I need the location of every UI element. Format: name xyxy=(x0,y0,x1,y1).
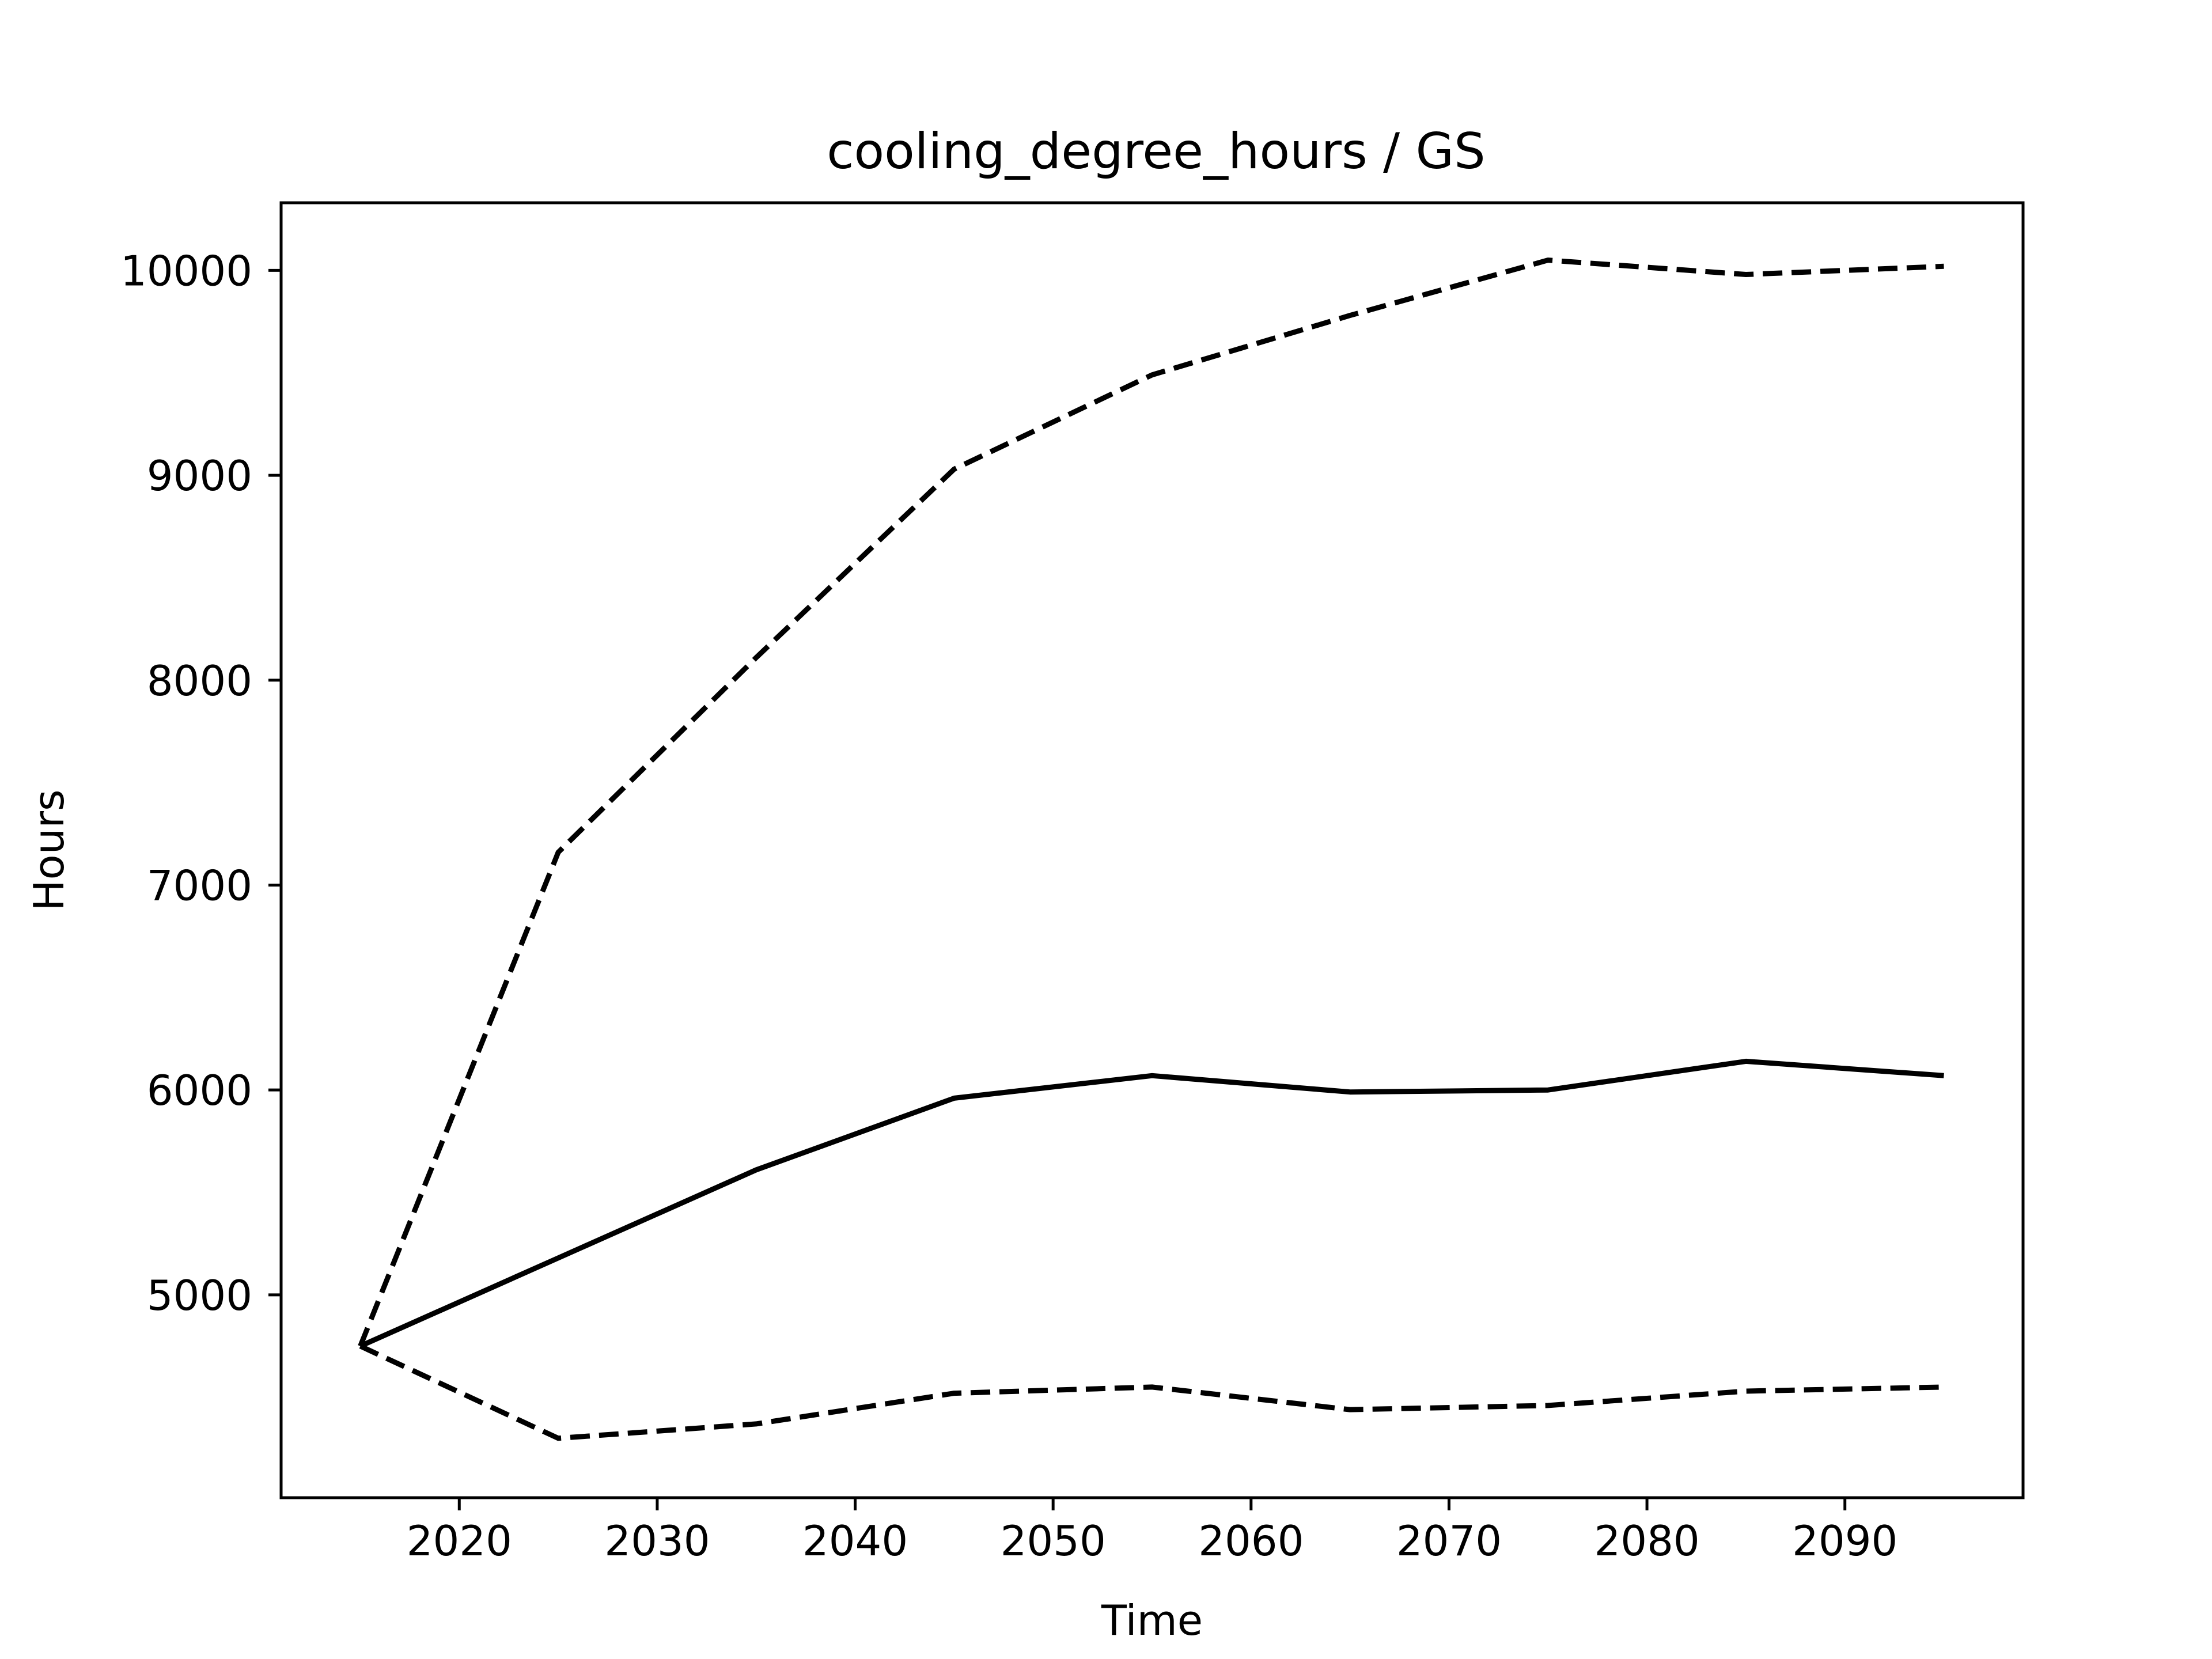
y-tick-label: 10000 xyxy=(120,247,252,295)
x-tick-label: 2020 xyxy=(407,1517,512,1565)
x-tick-label: 2050 xyxy=(1001,1517,1106,1565)
y-tick-label: 9000 xyxy=(147,452,252,500)
x-tick-label: 2070 xyxy=(1396,1517,1502,1565)
x-axis: 2020 2030 2040 2050 2060 2070 2080 2090 xyxy=(407,1498,1897,1565)
x-tick-label: 2040 xyxy=(802,1517,908,1565)
x-axis-label: Time xyxy=(1101,1596,1203,1645)
y-axis: 5000 6000 7000 8000 9000 10000 xyxy=(120,247,281,1320)
y-tick-label: 5000 xyxy=(147,1271,252,1320)
series-line-2 xyxy=(358,257,1944,1347)
y-tick-label: 6000 xyxy=(147,1066,252,1115)
x-tick-label: 2080 xyxy=(1594,1517,1699,1565)
x-tick-label: 2060 xyxy=(1198,1517,1304,1565)
y-axis-label: Hours xyxy=(25,790,73,911)
series-layer xyxy=(358,257,1944,1441)
y-tick-label: 7000 xyxy=(147,861,252,910)
chart-title: cooling_degree_hours / GS xyxy=(827,123,1485,180)
y-tick-label: 8000 xyxy=(147,657,252,705)
x-tick-label: 2030 xyxy=(604,1517,710,1565)
plot-frame xyxy=(279,201,2025,1499)
series-line-3 xyxy=(359,1343,1944,1441)
x-tick-label: 2090 xyxy=(1792,1517,1897,1565)
series-line-1 xyxy=(359,1058,1944,1349)
